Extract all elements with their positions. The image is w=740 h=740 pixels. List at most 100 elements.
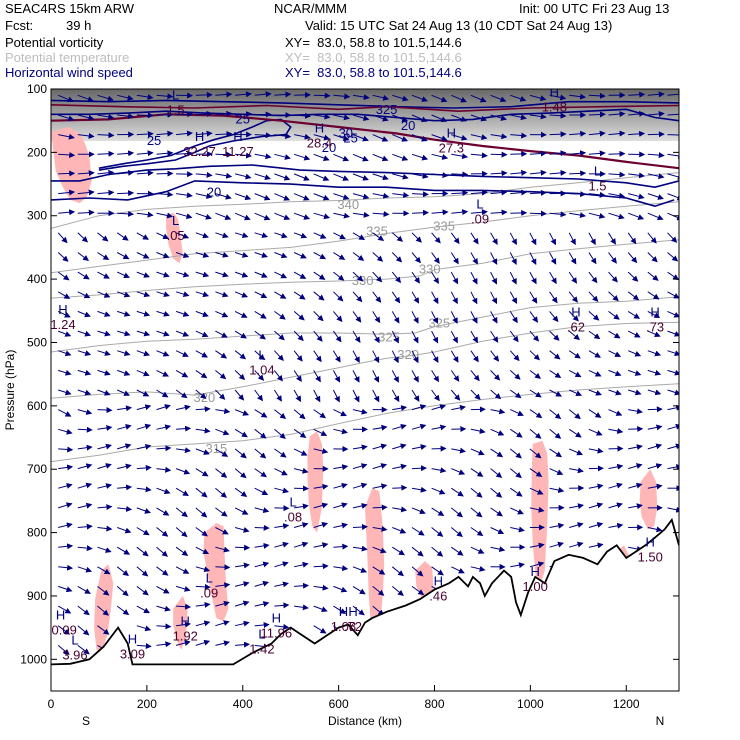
- wind-arrow: [136, 112, 154, 119]
- wind-arrow: [588, 150, 606, 157]
- wind-arrow: [352, 311, 362, 323]
- wind-arrow: [293, 330, 304, 342]
- wind-arrow: [156, 389, 169, 398]
- wind-arrow: [175, 252, 190, 258]
- wind-arrow: [195, 448, 210, 455]
- wind-arrow: [510, 507, 524, 515]
- wind-arrow: [117, 113, 135, 120]
- wind-arrow: [195, 507, 208, 518]
- wind-arrow: [97, 189, 115, 196]
- wind-arrow: [273, 389, 282, 402]
- wind-arrow: [254, 622, 270, 628]
- wind-arrow: [156, 546, 168, 557]
- extremum-kind: H: [530, 564, 539, 579]
- extremum-value: .09: [471, 212, 489, 227]
- wind-arrow: [431, 546, 444, 557]
- wind-arrow: [411, 134, 428, 142]
- wind-arrow: [411, 423, 427, 430]
- wind-arrow: [332, 389, 340, 403]
- wind-arrow: [195, 566, 211, 573]
- wind-arrow: [215, 370, 227, 380]
- wind-arrow: [549, 350, 561, 360]
- wind-arrow: [391, 311, 400, 324]
- wind-arrow: [77, 209, 95, 216]
- extremum-H: H32.27: [183, 129, 216, 159]
- wind-arrow: [156, 404, 171, 411]
- wind-arrow: [529, 150, 547, 157]
- wind-arrow: [392, 134, 409, 142]
- wind-arrow: [175, 310, 190, 317]
- extremum-kind: H: [315, 121, 324, 136]
- extremum-H: H1.48: [542, 89, 567, 115]
- wind-arrow: [372, 94, 390, 101]
- wind-arrow: [333, 153, 350, 162]
- wind-arrow: [411, 350, 419, 364]
- wind-arrow: [175, 487, 189, 497]
- wind-arrow: [549, 211, 567, 218]
- wind-arrow: [431, 527, 444, 537]
- wind-arrow: [195, 310, 209, 318]
- wind-arrow: [97, 252, 110, 261]
- wind-arrow: [529, 271, 537, 285]
- wind-arrow: [391, 291, 401, 304]
- wind-arrow: [392, 94, 409, 102]
- wind-arrow: [235, 562, 250, 569]
- wind-arrow: [588, 428, 603, 436]
- wind-arrow: [588, 330, 601, 340]
- pv-region-0: [51, 127, 92, 204]
- wind-arrow: [588, 542, 604, 549]
- pv-region-7: [531, 440, 549, 584]
- wind-arrow: [77, 463, 93, 470]
- wind-arrow: [608, 482, 623, 489]
- speed-contour-2: [98, 118, 292, 171]
- wind-arrow: [470, 565, 486, 572]
- wind-arrow: [195, 639, 211, 646]
- wind-arrow: [156, 170, 174, 177]
- wind-arrow: [549, 487, 565, 493]
- wind-arrow: [274, 468, 288, 476]
- wind-arrow: [608, 409, 623, 416]
- wind-arrow: [175, 330, 190, 337]
- wind-arrow: [195, 487, 208, 498]
- wind-arrow: [97, 504, 113, 511]
- wind-arrow: [411, 389, 420, 402]
- wind-arrow: [293, 271, 307, 279]
- wind-arrow: [77, 369, 92, 376]
- wind-arrow: [451, 189, 469, 196]
- wind-arrow: [391, 566, 404, 577]
- y-tick-label: 300: [27, 209, 47, 223]
- wind-arrow: [352, 173, 369, 181]
- wind-arrow: [313, 193, 330, 201]
- wind-arrow: [254, 271, 268, 278]
- wind-arrow: [431, 350, 439, 363]
- wind-arrow: [647, 173, 665, 180]
- wind-arrow: [529, 561, 545, 568]
- wind-arrow: [450, 232, 460, 245]
- extremum-value: .05: [167, 228, 185, 243]
- y-tick-label: 200: [27, 145, 47, 159]
- extremum-H: H11.27: [222, 129, 254, 159]
- wind-arrow: [392, 527, 407, 534]
- wind-arrow: [392, 153, 409, 161]
- wind-arrow: [372, 232, 385, 241]
- wind-arrow: [450, 271, 459, 285]
- wind-arrow: [529, 189, 547, 196]
- extremum-kind: L: [71, 633, 78, 648]
- wind-arrow: [136, 586, 149, 596]
- x-tick-label: 800: [424, 697, 444, 711]
- wind-arrow: [313, 502, 329, 509]
- wind-arrow: [647, 443, 663, 450]
- wind-arrow: [293, 522, 309, 528]
- wind-arrow: [274, 271, 288, 279]
- wind-arrow: [647, 271, 659, 281]
- wind-arrow: [628, 350, 642, 357]
- wind-arrow: [450, 311, 458, 324]
- wind-arrow: [234, 448, 247, 459]
- extremum-H: H1.00: [523, 564, 548, 594]
- wind-arrow: [569, 448, 584, 456]
- wind-arrow: [293, 428, 307, 438]
- wind-arrow: [647, 91, 665, 98]
- wind-arrow: [274, 350, 284, 362]
- wind-arrow: [647, 350, 662, 357]
- wind-arrow: [156, 330, 170, 337]
